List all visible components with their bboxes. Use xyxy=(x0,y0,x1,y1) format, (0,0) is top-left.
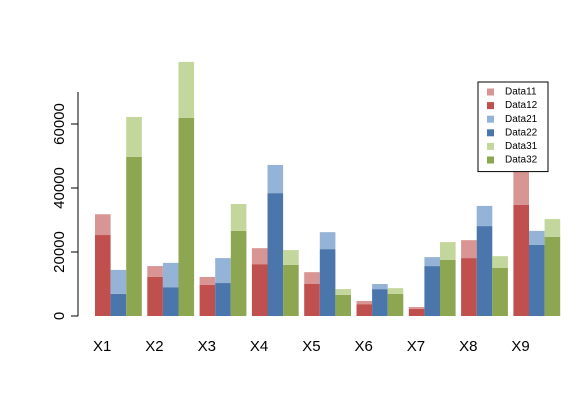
legend-label: Data31 xyxy=(505,141,538,152)
bar xyxy=(230,230,247,316)
legend-swatch xyxy=(487,129,494,137)
legend-swatch xyxy=(487,102,494,110)
bar xyxy=(199,276,216,285)
legend-label: Data22 xyxy=(505,127,538,138)
bar xyxy=(476,205,493,227)
legend-label: Data11 xyxy=(505,87,537,98)
legend-label: Data32 xyxy=(505,155,538,166)
bar xyxy=(319,232,336,250)
bar xyxy=(304,284,320,316)
bar xyxy=(492,268,508,316)
bar xyxy=(372,289,388,316)
bar xyxy=(178,117,195,316)
x-tick-label: X3 xyxy=(198,338,216,355)
bar xyxy=(387,293,404,316)
legend-label: Data12 xyxy=(505,100,538,111)
bar xyxy=(95,214,111,236)
legend-swatch xyxy=(487,88,494,96)
bar xyxy=(162,287,179,316)
bar xyxy=(335,289,351,295)
bar xyxy=(529,230,545,245)
bar xyxy=(304,272,320,284)
legend-swatch xyxy=(487,115,494,123)
bar xyxy=(162,262,179,288)
bar xyxy=(424,257,440,267)
bar xyxy=(267,193,284,316)
x-tick-label: X6 xyxy=(355,338,373,355)
bar xyxy=(251,264,268,316)
legend-label: Data21 xyxy=(505,114,538,125)
bar xyxy=(513,172,529,205)
bar xyxy=(461,258,477,316)
x-tick-label: X1 xyxy=(93,338,111,355)
bar xyxy=(513,204,529,316)
x-tick-label: X2 xyxy=(145,338,163,355)
bar xyxy=(215,258,231,284)
bar xyxy=(424,266,440,316)
bar xyxy=(126,116,142,157)
x-tick-label: X5 xyxy=(302,338,320,355)
bar xyxy=(461,240,477,259)
legend-swatch xyxy=(487,142,494,150)
y-tick-label: 0 xyxy=(51,312,68,320)
x-tick-label: X8 xyxy=(459,338,477,355)
bar xyxy=(476,226,493,316)
bar xyxy=(267,164,284,194)
bar xyxy=(147,276,163,316)
bar xyxy=(544,219,561,237)
y-tick-label: 40000 xyxy=(51,167,68,209)
bar xyxy=(147,266,163,277)
bar xyxy=(283,264,299,316)
bar xyxy=(335,294,351,316)
bar xyxy=(110,293,127,316)
bar xyxy=(230,204,247,231)
bar xyxy=(440,242,456,260)
bar xyxy=(283,250,299,265)
bar xyxy=(408,307,425,309)
bar xyxy=(251,248,268,265)
bar xyxy=(126,156,142,316)
y-tick-label: 20000 xyxy=(51,231,68,273)
bar xyxy=(199,284,216,316)
bar xyxy=(372,284,388,290)
bar xyxy=(356,304,373,316)
bar xyxy=(529,244,545,316)
bar xyxy=(544,236,561,316)
legend-swatch xyxy=(487,156,494,164)
legend: Data11 Data12 Data21 Data22 Data31 Data32 xyxy=(477,81,549,173)
bar xyxy=(215,283,231,316)
bar xyxy=(492,256,508,268)
x-tick-label: X4 xyxy=(250,338,268,355)
bar xyxy=(356,300,373,305)
bar xyxy=(95,235,111,316)
bar xyxy=(387,288,404,294)
bar xyxy=(440,260,456,316)
bar xyxy=(319,249,336,316)
bar xyxy=(178,61,195,118)
x-tick-label: X9 xyxy=(511,338,529,355)
y-tick-label: 60000 xyxy=(51,103,68,145)
bar xyxy=(110,269,127,294)
x-tick-label: X7 xyxy=(407,338,425,355)
bar xyxy=(408,308,425,316)
